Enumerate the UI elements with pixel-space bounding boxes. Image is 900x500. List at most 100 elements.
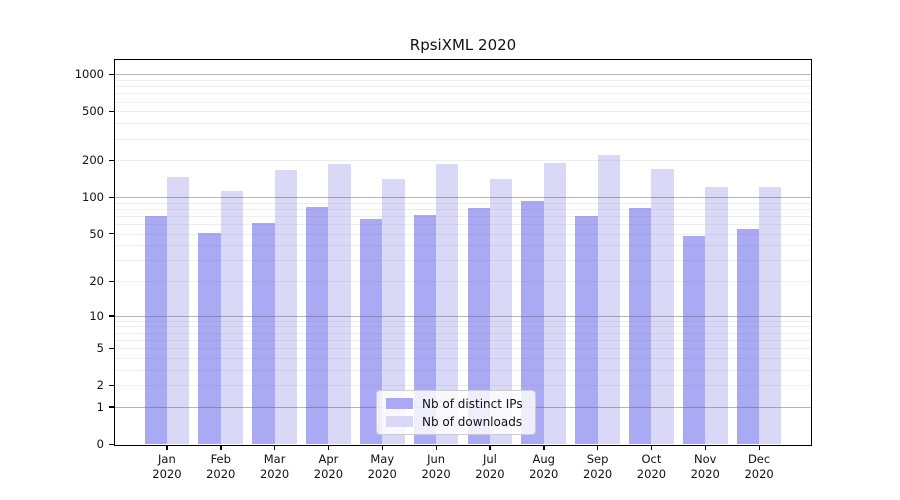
gridline-minor xyxy=(115,233,811,235)
bar-distinct-ips-may xyxy=(359,219,383,444)
gridline-minor xyxy=(115,357,811,359)
gridline-minor xyxy=(115,111,811,113)
y-tick-label: 200 xyxy=(82,153,104,168)
y-tick-label: 20 xyxy=(89,274,104,289)
legend-label-downloads: Nb of downloads xyxy=(422,414,523,429)
x-tick-label-jul: Jul 2020 xyxy=(475,452,505,481)
x-tick-label-jan: Jan 2020 xyxy=(152,452,182,481)
gridline-major xyxy=(115,74,811,76)
y-tick-mark xyxy=(109,443,115,445)
bar-downloads-jan xyxy=(166,176,190,444)
y-tick-mark xyxy=(109,73,115,76)
x-tick-label-nov: Nov 2020 xyxy=(690,452,720,481)
x-tick-mark xyxy=(758,445,760,450)
y-tick-mark xyxy=(109,110,115,113)
legend-swatch-distinct-ips xyxy=(386,398,413,409)
y-tick-label: 1000 xyxy=(74,67,104,82)
gridline-minor xyxy=(115,208,811,210)
bar-distinct-ips-mar xyxy=(252,223,275,444)
x-tick-label-aug: Aug 2020 xyxy=(529,452,559,481)
gridline-minor xyxy=(115,160,811,162)
y-tick-label: 500 xyxy=(82,104,104,119)
bar-distinct-ips-aug xyxy=(521,200,544,444)
gridline-minor xyxy=(115,320,811,322)
y-tick-label: 0 xyxy=(96,437,104,451)
x-tick-label-jun: Jun 2020 xyxy=(421,452,451,481)
x-tick-label-may: May 2020 xyxy=(367,452,397,481)
x-tick-label-oct: Oct 2020 xyxy=(636,452,667,481)
gridline-minor xyxy=(115,385,811,387)
x-tick-mark xyxy=(435,445,437,450)
x-tick-mark xyxy=(166,445,168,450)
y-tick-label: 100 xyxy=(82,190,104,205)
plot-area xyxy=(115,60,811,444)
bar-downloads-jul xyxy=(489,179,513,444)
y-tick-label: 2 xyxy=(96,378,104,393)
bar-distinct-ips-jul xyxy=(467,208,490,444)
y-tick-label: 50 xyxy=(89,226,104,241)
gridline-minor xyxy=(115,224,811,226)
gridline-minor xyxy=(115,202,811,204)
y-tick-label: 10 xyxy=(89,308,104,323)
y-tick-mark xyxy=(109,196,115,198)
gridline-minor xyxy=(115,326,811,328)
bar-distinct-ips-jan xyxy=(144,215,167,444)
bar-distinct-ips-dec xyxy=(736,228,760,444)
x-tick-mark xyxy=(327,445,330,450)
bar-downloads-aug xyxy=(543,163,567,444)
y-tick-mark xyxy=(109,233,115,235)
chart-title: RpsiXML 2020 xyxy=(409,36,517,54)
gridline-minor xyxy=(115,138,811,140)
x-tick-label-dec: Dec 2020 xyxy=(744,452,774,481)
gridline-minor xyxy=(115,245,811,247)
legend-swatch-downloads xyxy=(386,416,413,427)
gridline-minor xyxy=(115,348,811,350)
bar-downloads-dec xyxy=(759,187,782,444)
bar-downloads-jun xyxy=(436,164,459,444)
gridline-minor xyxy=(115,332,811,334)
bar-downloads-apr xyxy=(328,164,351,444)
bar-downloads-mar xyxy=(274,170,297,444)
bar-downloads-sep xyxy=(597,155,620,444)
x-tick-label-feb: Feb 2020 xyxy=(206,452,236,481)
bar-distinct-ips-nov xyxy=(682,235,706,444)
gridline-minor xyxy=(115,369,811,371)
legend: Nb of distinct IPs Nb of downloads xyxy=(376,390,536,435)
bar-distinct-ips-oct xyxy=(629,208,652,444)
y-tick-mark xyxy=(109,347,115,349)
y-tick-mark xyxy=(109,384,115,387)
gridline-minor xyxy=(115,80,811,82)
legend-item-distinct-ips: Nb of distinct IPs xyxy=(386,396,523,411)
x-tick-mark xyxy=(220,445,222,450)
y-tick-label: 5 xyxy=(96,341,104,356)
x-tick-label-apr: Apr 2020 xyxy=(313,452,344,481)
gridline-major xyxy=(115,197,811,199)
gridline-minor xyxy=(115,86,811,88)
bar-distinct-ips-feb xyxy=(198,232,221,444)
y-tick-mark xyxy=(109,406,115,408)
x-tick-label-sep: Sep 2020 xyxy=(582,452,613,481)
gridline-minor xyxy=(115,93,811,95)
x-tick-mark xyxy=(543,445,545,450)
y-tick-mark xyxy=(109,315,115,317)
gridline-minor xyxy=(115,123,811,125)
gridline-minor xyxy=(115,101,811,103)
x-tick-label-mar: Mar 2020 xyxy=(259,452,290,481)
plot-border xyxy=(114,59,812,446)
gridline-minor xyxy=(115,281,811,283)
bar-downloads-oct xyxy=(651,169,674,444)
y-tick-mark xyxy=(109,280,115,282)
gridline-minor xyxy=(115,339,811,341)
x-tick-mark xyxy=(381,445,384,450)
x-tick-mark xyxy=(704,445,707,450)
x-tick-mark xyxy=(650,445,653,450)
bar-distinct-ips-sep xyxy=(575,215,598,444)
gridline-minor xyxy=(115,215,811,217)
gridline-major xyxy=(115,315,811,317)
x-tick-mark xyxy=(597,445,599,450)
x-tick-mark xyxy=(489,445,491,450)
bar-distinct-ips-apr xyxy=(306,206,329,444)
bar-downloads-nov xyxy=(705,187,728,444)
bar-distinct-ips-jun xyxy=(413,215,437,444)
